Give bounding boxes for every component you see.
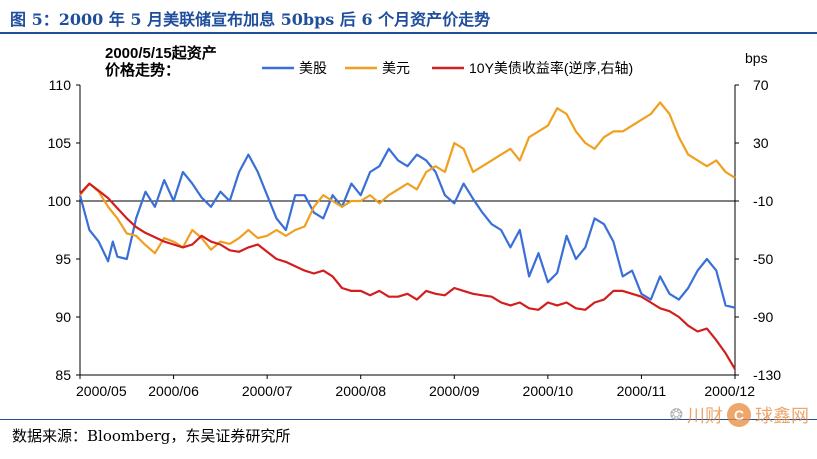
right-tick-label: -10 [753, 193, 773, 209]
chart-title-line: 价格走势： [105, 61, 180, 79]
x-tick-label: 2000/09 [429, 383, 480, 399]
watermark-text: 川财 [687, 406, 723, 426]
right-tick-label: 30 [753, 135, 769, 151]
right-tick-label: 70 [753, 77, 769, 93]
series-layer [78, 101, 736, 370]
watermark-logo-icon: C [727, 403, 751, 427]
right-axis-unit: bps [745, 50, 768, 66]
chart-title-line: 2000/5/15起资产 [105, 44, 217, 62]
legend: 美股 美元 10Y美债收益率(逆序,右轴) [262, 60, 633, 76]
x-tick-label: 2000/11 [617, 383, 667, 399]
x-tick-label: 2000/07 [242, 383, 293, 399]
left-tick-label: 85 [55, 367, 71, 383]
series-line-0 [78, 147, 736, 309]
x-tick-label: 2000/08 [335, 383, 386, 399]
x-tick-label: 2000/05 [76, 383, 127, 399]
left-tick-label: 110 [49, 77, 72, 93]
legend-label: 美元 [382, 60, 410, 76]
series-line-2 [79, 182, 736, 370]
series-line-1 [79, 101, 736, 255]
right-tick-label: -90 [753, 309, 773, 325]
title-divider [0, 32, 817, 34]
left-tick-label: 100 [48, 193, 72, 209]
watermark: ❂ 川财 C 球鑫网 [670, 402, 809, 428]
right-tick-label: -130 [753, 367, 781, 383]
wechat-icon: ❂ [669, 407, 683, 424]
source-note: 数据来源：Bloomberg，东吴证券研究所 [12, 427, 291, 445]
x-tick-label: 2000/10 [523, 383, 574, 399]
legend-label: 10Y美债收益率(逆序,右轴) [469, 60, 633, 76]
legend-label: 美股 [299, 60, 327, 76]
left-tick-label: 90 [55, 309, 71, 325]
left-tick-label: 105 [48, 135, 72, 151]
x-tick-label: 2000/06 [148, 383, 199, 399]
x-tick-label: 2000/12 [704, 383, 755, 399]
watermark-text-2: 球鑫网 [755, 406, 809, 426]
axes: 110 105 100 95 90 85 70 30 -10 -50 -90 -130 bps 2000/… [48, 50, 782, 399]
right-tick-label: -50 [753, 251, 773, 267]
figure-title: 图 5：2000 年 5 月美联储宣布加息 50bps 后 6 个月资产价走势 [10, 10, 491, 29]
left-tick-label: 95 [55, 251, 71, 267]
footer-divider [0, 419, 817, 420]
